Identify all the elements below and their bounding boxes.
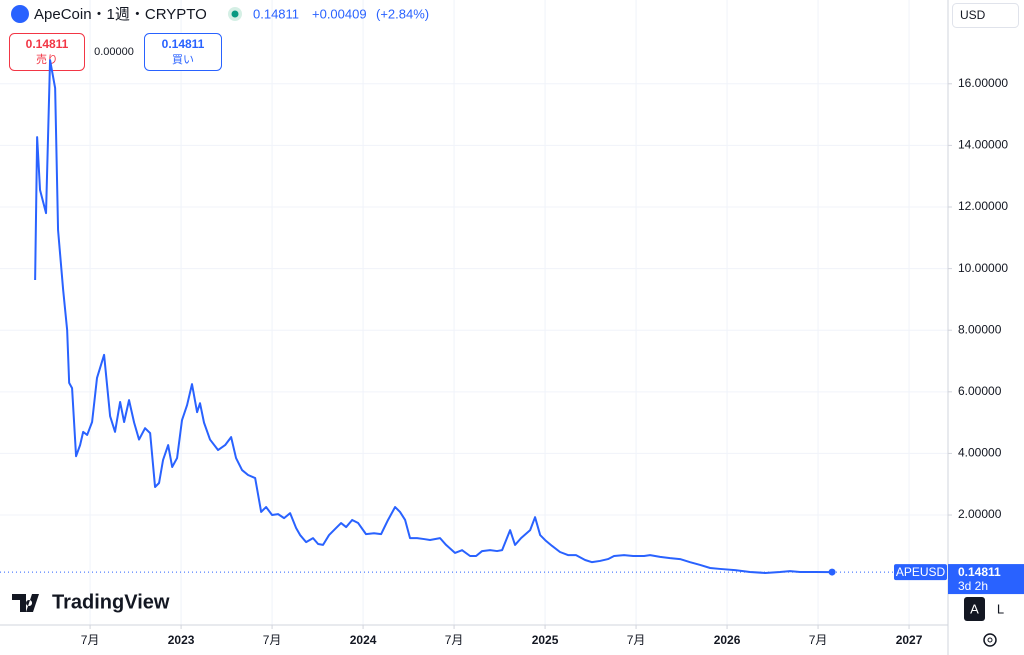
countdown-label: 3d 2h — [958, 579, 988, 593]
y-tick-label: 14.00000 — [958, 138, 1008, 152]
currency-selector[interactable] — [952, 3, 1019, 28]
logo-icon — [12, 594, 39, 612]
y-tick-label: 10.00000 — [958, 261, 1008, 275]
buy-label: 買い — [172, 53, 194, 66]
settings-button[interactable] — [983, 633, 997, 647]
x-tick-label: 2027 — [896, 633, 923, 647]
price-change-percent: (+2.84%) — [376, 6, 429, 21]
coin-icon — [11, 5, 29, 23]
spread: 0.00000 — [94, 46, 134, 58]
x-tick-label: 7月 — [809, 633, 828, 647]
y-tick-label: 12.00000 — [958, 199, 1008, 213]
y-tick-label: 2.00000 — [958, 507, 1002, 521]
y-tick-label: 16.00000 — [958, 76, 1008, 90]
settings-icon — [987, 637, 993, 643]
price-change: +0.00409 — [312, 6, 367, 21]
x-tick-label: 2025 — [532, 633, 559, 647]
buy-button[interactable] — [144, 33, 222, 71]
buy-price: 0.14811 — [162, 37, 205, 51]
currency-label: USD — [960, 8, 986, 22]
auto-scale-button[interactable] — [964, 597, 985, 621]
x-tick-label: 2023 — [168, 633, 195, 647]
last-price-label: 0.14811 — [958, 565, 1001, 579]
x-tick-label: 7月 — [81, 633, 100, 647]
x-tick-label: 2026 — [714, 633, 741, 647]
logo-text[interactable]: TradingView — [52, 591, 170, 613]
grid — [0, 0, 948, 625]
log-scale-label: L — [997, 601, 1004, 616]
x-tick-label: 7月 — [445, 633, 464, 647]
last-price: 0.14811 — [253, 6, 299, 21]
sell-label: 売り — [36, 53, 58, 66]
auto-scale-label: A — [970, 601, 979, 616]
log-scale-button[interactable] — [990, 597, 1011, 621]
price-line — [34, 59, 833, 574]
market-status-dot — [231, 10, 239, 18]
last-price-tag — [948, 564, 1024, 595]
y-tick-label: 4.00000 — [958, 446, 1002, 460]
symbol-title[interactable]: ApeCoin・1週・CRYPTO — [34, 6, 207, 23]
x-tick-label: 7月 — [263, 633, 282, 647]
y-tick-label: 6.00000 — [958, 384, 1002, 398]
y-tick-label: 8.00000 — [958, 322, 1002, 336]
sell-button[interactable] — [9, 33, 85, 71]
x-tick-label: 2024 — [350, 633, 377, 647]
series-label-bg — [894, 564, 947, 581]
x-tick-label: 7月 — [627, 633, 646, 647]
sell-price: 0.14811 — [26, 37, 69, 51]
series-label: APEUSD — [896, 565, 946, 579]
